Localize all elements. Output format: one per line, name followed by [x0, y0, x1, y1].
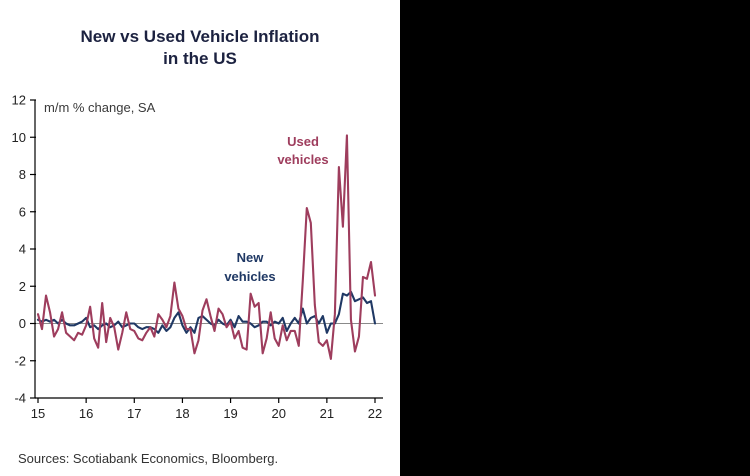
series-line-used-vehicles [36, 134, 377, 360]
svg-text:20: 20 [271, 406, 285, 421]
chart-title-line1: New vs Used Vehicle Inflation [80, 27, 320, 46]
used-vehicles-label-line1: Used [287, 134, 319, 149]
chart-area: -4 -2 0 2 4 6 8 10 12 15 16 17 18 19 20 21 22 m/m % chan… [0, 88, 400, 438]
source-attribution: Sources: Scotiabank Economics, Bloomberg… [18, 451, 279, 466]
svg-text:19: 19 [223, 406, 237, 421]
svg-text:15: 15 [31, 406, 45, 421]
svg-text:-2: -2 [14, 353, 26, 368]
svg-text:12: 12 [12, 93, 26, 108]
svg-text:17: 17 [127, 406, 141, 421]
svg-text:8: 8 [19, 167, 26, 182]
svg-text:18: 18 [175, 406, 189, 421]
svg-text:2: 2 [19, 279, 26, 294]
chart-title: New vs Used Vehicle Inflation in the US [0, 26, 400, 70]
new-vehicles-label-line2: vehicles [224, 269, 275, 284]
svg-text:0: 0 [19, 316, 26, 331]
svg-text:22: 22 [368, 406, 382, 421]
svg-text:21: 21 [320, 406, 334, 421]
chart-series [36, 134, 377, 360]
used-vehicles-label-line2: vehicles [277, 152, 328, 167]
svg-text:-4: -4 [14, 391, 26, 406]
axes: -4 -2 0 2 4 6 8 10 12 15 16 17 18 19 20 21 22 [12, 93, 383, 421]
chart-title-line2: in the US [163, 49, 237, 68]
line-chart: -4 -2 0 2 4 6 8 10 12 15 16 17 18 19 20 21 22 m/m % chan… [12, 93, 383, 421]
svg-text:10: 10 [12, 130, 26, 145]
chart-subtitle: m/m % change, SA [44, 100, 156, 115]
series-line-new-vehicles [36, 290, 377, 334]
new-vehicles-label-line1: New [237, 250, 265, 265]
svg-text:6: 6 [19, 204, 26, 219]
chart-panel: New vs Used Vehicle Inflation in the US … [0, 0, 400, 476]
svg-text:16: 16 [79, 406, 93, 421]
svg-text:4: 4 [19, 242, 26, 257]
